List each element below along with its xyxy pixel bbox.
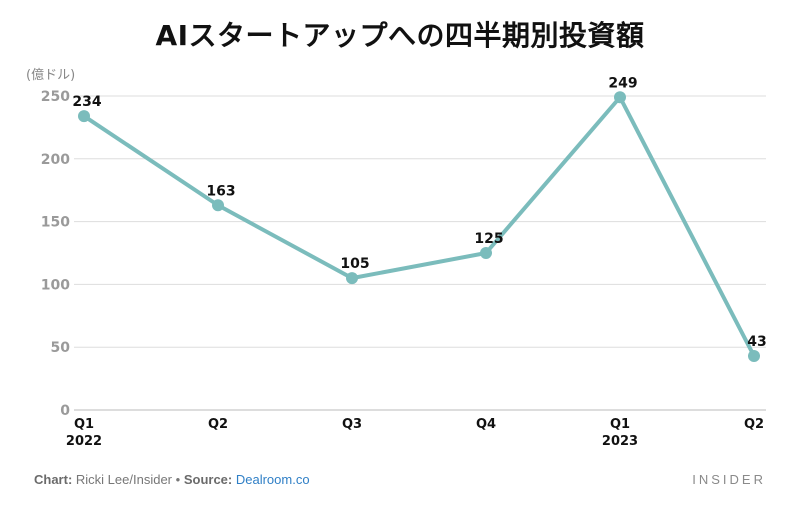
chart-title: AIスタートアップへの四半期別投資額	[155, 19, 645, 52]
data-point	[480, 247, 492, 259]
y-axis-unit-label: (億ドル)	[26, 68, 76, 83]
data-point	[748, 349, 760, 362]
x-tick-label: Q1	[610, 417, 630, 432]
y-tick-label: 100	[41, 277, 70, 293]
chart-credit-prefix: Chart:	[34, 472, 73, 487]
x-tick-label: Q2	[208, 417, 228, 432]
y-tick-label: 50	[51, 340, 71, 356]
x-tick-label: Q2	[744, 417, 764, 432]
x-tick-label: Q1	[74, 417, 94, 432]
credit-separator: •	[175, 472, 181, 487]
data-label: 105	[340, 256, 369, 272]
y-tick-label: 200	[41, 152, 70, 168]
data-point	[78, 110, 90, 123]
data-label: 43	[747, 334, 766, 350]
data-point	[212, 199, 224, 212]
y-tick-label: 150	[41, 215, 70, 231]
data-label: 163	[206, 183, 235, 199]
data-label: 125	[474, 231, 503, 247]
y-tick-label: 250	[41, 89, 70, 105]
source-link[interactable]: Dealroom.co	[235, 472, 310, 487]
x-tick-label: Q4	[476, 417, 496, 432]
x-tick-label: Q3	[342, 417, 362, 432]
chart-credit-author: Ricki Lee/Insider	[75, 472, 173, 487]
y-tick-label: 0	[60, 403, 70, 419]
brand-wordmark: INSIDER	[692, 472, 766, 487]
data-label: 249	[608, 75, 637, 91]
x-tick-year-label: 2022	[66, 434, 102, 449]
source-prefix: Source:	[183, 472, 233, 487]
x-tick-year-label: 2023	[602, 434, 638, 449]
data-point	[346, 272, 358, 285]
data-label: 234	[72, 94, 101, 110]
data-point	[614, 91, 626, 104]
chart-credit: Chart: Ricki Lee/Insider • Source: Dealr…	[34, 472, 310, 487]
series-line	[82, 95, 756, 358]
